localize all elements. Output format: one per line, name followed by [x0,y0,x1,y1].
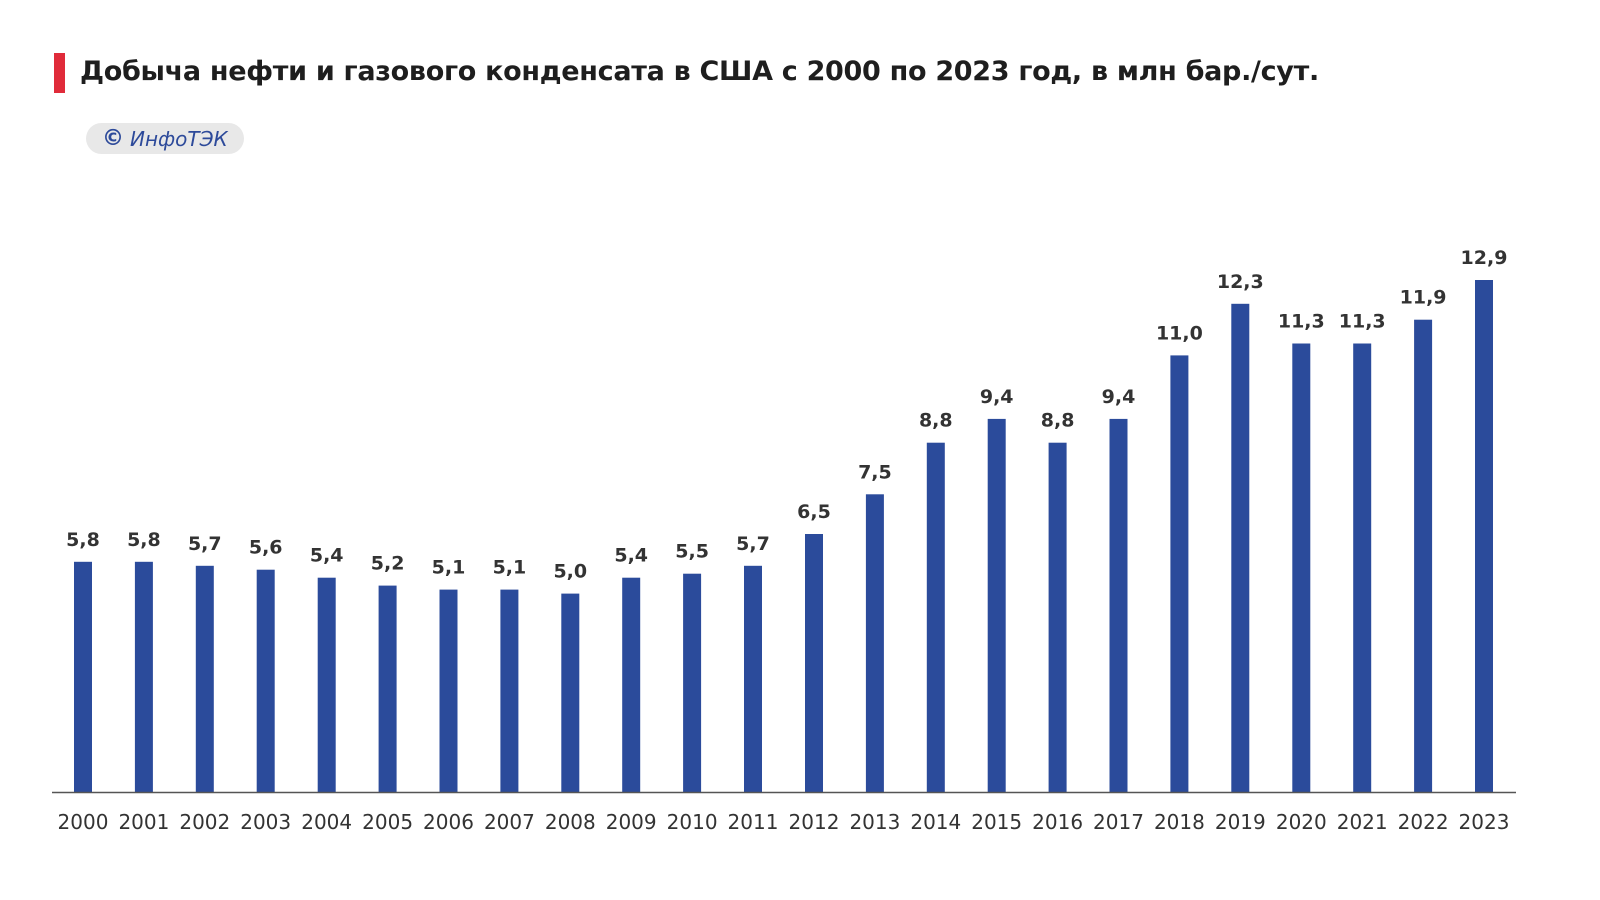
bar-2023 [1475,280,1493,792]
bar-2017 [1109,418,1128,792]
bar-2007 [500,589,519,792]
x-tick-2011: 2011 [728,810,779,834]
source-badge: © ИнфоТЭК [86,123,244,154]
value-label-2012: 6,5 [797,501,831,523]
value-label-2000: 5,8 [66,529,100,551]
bar-2008 [561,593,580,792]
value-label-2011: 5,7 [736,533,770,555]
value-label-2007: 5,1 [493,557,527,579]
bar-2012 [805,534,823,792]
value-label-2002: 5,7 [188,533,222,555]
bar-2020 [1292,343,1311,792]
bar-2022 [1414,319,1433,792]
source-label: ИнфоТЭК [130,126,228,151]
value-label-2006: 5,1 [432,557,466,579]
value-label-2014: 8,8 [919,410,953,432]
value-label-2022: 11,9 [1400,287,1447,309]
x-tick-2022: 2022 [1398,810,1449,834]
x-tick-2006: 2006 [423,810,474,834]
bar-2010 [683,573,702,792]
value-label-2016: 8,8 [1041,410,1075,432]
bar-2004 [317,577,336,792]
value-label-2004: 5,4 [310,545,344,567]
bar-2003 [256,569,275,792]
bar-2019 [1231,303,1250,792]
bar-2011 [744,565,762,792]
value-label-2023: 12,9 [1461,247,1508,269]
x-tick-2019: 2019 [1215,810,1266,834]
chart-title: Добыча нефти и газового конденсата в США… [80,56,1319,87]
bars-group [74,280,1493,792]
value-label-2001: 5,8 [127,529,161,551]
title-accent-bar [54,53,65,93]
x-tick-2016: 2016 [1032,810,1083,834]
value-label-2020: 11,3 [1278,311,1325,333]
value-label-2003: 5,6 [249,537,283,559]
x-tick-2003: 2003 [240,810,291,834]
x-tick-2018: 2018 [1154,810,1205,834]
tick-labels-group: 2000 2001 2002 2003 2004 2005 2006 2007 2008 2009… [58,810,1510,834]
x-tick-2007: 2007 [484,810,535,834]
x-tick-2017: 2017 [1093,810,1144,834]
copyright-icon: © [102,125,124,151]
bar-2021 [1353,343,1372,792]
value-label-2015: 9,4 [980,386,1014,408]
x-tick-2000: 2000 [58,810,109,834]
x-tick-2010: 2010 [667,810,718,834]
x-tick-2013: 2013 [849,810,900,834]
bar-2009 [622,577,641,792]
x-tick-2002: 2002 [179,810,230,834]
x-tick-2004: 2004 [301,810,352,834]
bar-2005 [378,585,397,792]
bar-2018 [1170,355,1189,792]
bar-2015 [987,418,1006,792]
value-labels-group: 5,8 5,8 5,7 5,6 5,4 5,2 5,1 5,1 5,0 5,4 5,5 5,7 6,5 7… [66,247,1507,583]
value-label-2019: 12,3 [1217,271,1264,293]
value-label-2018: 11,0 [1156,322,1203,344]
bar-2000 [74,561,92,792]
value-label-2010: 5,5 [675,541,709,563]
x-tick-2008: 2008 [545,810,596,834]
bar-2002 [195,565,214,792]
x-tick-2005: 2005 [362,810,413,834]
bar-2016 [1048,442,1067,792]
x-tick-2009: 2009 [606,810,657,834]
x-tick-2021: 2021 [1337,810,1388,834]
bar-2014 [926,442,945,792]
bar-2006 [439,589,458,792]
value-label-2021: 11,3 [1339,311,1386,333]
value-label-2005: 5,2 [371,553,405,575]
bar-2013 [865,494,884,792]
x-tick-2015: 2015 [971,810,1022,834]
x-tick-2014: 2014 [910,810,961,834]
value-label-2013: 7,5 [858,461,892,483]
x-tick-2012: 2012 [789,810,840,834]
bar-2001 [134,561,153,792]
value-label-2009: 5,4 [614,545,648,567]
x-tick-2001: 2001 [118,810,169,834]
x-tick-2020: 2020 [1276,810,1327,834]
value-label-2008: 5,0 [553,561,587,583]
value-label-2017: 9,4 [1102,386,1136,408]
x-tick-2023: 2023 [1459,810,1510,834]
